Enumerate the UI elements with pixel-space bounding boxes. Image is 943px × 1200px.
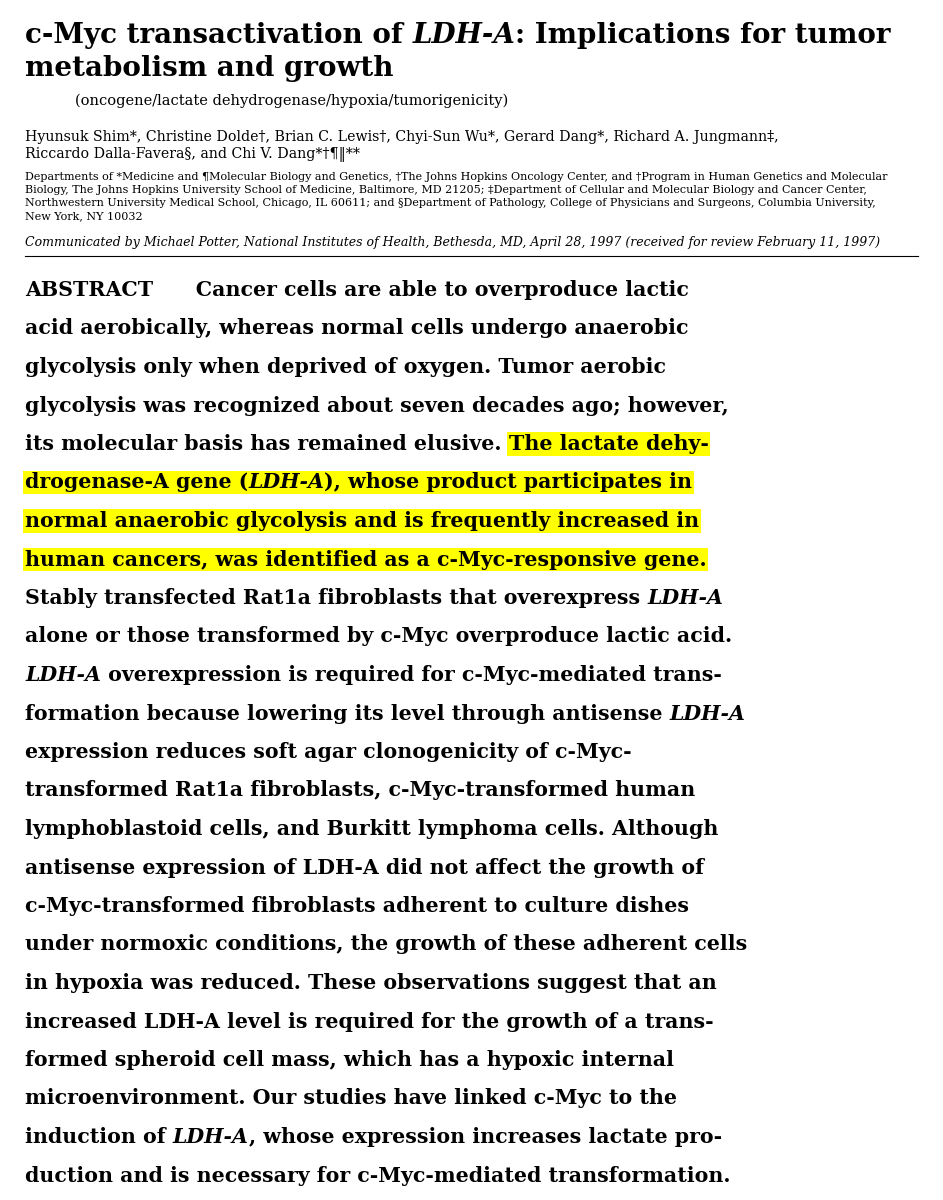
Text: its molecular basis has remained elusive.: its molecular basis has remained elusive…	[25, 434, 508, 454]
Text: Stably transfected Rat1a fibroblasts that overexpress: Stably transfected Rat1a fibroblasts tha…	[25, 588, 647, 608]
Text: ABSTRACT: ABSTRACT	[25, 280, 153, 300]
Text: LDH-A: LDH-A	[173, 1127, 249, 1147]
Text: LDH-A: LDH-A	[647, 588, 723, 608]
Text: glycolysis only when deprived of oxygen. Tumor aerobic: glycolysis only when deprived of oxygen.…	[25, 358, 666, 377]
Text: Northwestern University Medical School, Chicago, IL 60611; and §Department of Pa: Northwestern University Medical School, …	[25, 198, 876, 208]
Text: LDH-A: LDH-A	[248, 473, 324, 492]
Text: increased LDH-A level is required for the growth of a trans-: increased LDH-A level is required for th…	[25, 1012, 714, 1032]
Text: normal anaerobic glycolysis and is frequently increased in: normal anaerobic glycolysis and is frequ…	[25, 511, 699, 530]
Text: : Implications for tumor: : Implications for tumor	[516, 22, 891, 49]
Text: formation because lowering its level through antisense: formation because lowering its level thr…	[25, 703, 670, 724]
Text: acid aerobically, whereas normal cells undergo anaerobic: acid aerobically, whereas normal cells u…	[25, 318, 688, 338]
Text: , whose expression increases lactate pro-: , whose expression increases lactate pro…	[249, 1127, 721, 1147]
Text: Biology, The Johns Hopkins University School of Medicine, Baltimore, MD 21205; ‡: Biology, The Johns Hopkins University Sc…	[25, 185, 867, 194]
Text: New York, NY 10032: New York, NY 10032	[25, 211, 142, 221]
Text: formed spheroid cell mass, which has a hypoxic internal: formed spheroid cell mass, which has a h…	[25, 1050, 674, 1070]
Text: alone or those transformed by c-Myc overproduce lactic acid.: alone or those transformed by c-Myc over…	[25, 626, 732, 647]
Text: in hypoxia was reduced. These observations suggest that an: in hypoxia was reduced. These observatio…	[25, 973, 717, 994]
Text: microenvironment. Our studies have linked c-Myc to the: microenvironment. Our studies have linke…	[25, 1088, 677, 1109]
Text: LDH-A: LDH-A	[670, 703, 746, 724]
Text: expression reduces soft agar clonogenicity of c-Myc-: expression reduces soft agar clonogenici…	[25, 742, 632, 762]
Text: ), whose product participates in: ), whose product participates in	[324, 473, 692, 492]
Text: induction of: induction of	[25, 1127, 173, 1147]
Text: glycolysis was recognized about seven decades ago; however,: glycolysis was recognized about seven de…	[25, 396, 729, 415]
Text: under normoxic conditions, the growth of these adherent cells: under normoxic conditions, the growth of…	[25, 935, 747, 954]
Text: duction and is necessary for c-Myc-mediated transformation.: duction and is necessary for c-Myc-media…	[25, 1165, 731, 1186]
Text: transformed Rat1a fibroblasts, c-Myc-transformed human: transformed Rat1a fibroblasts, c-Myc-tra…	[25, 780, 695, 800]
Text: overexpression is required for c-Myc-mediated trans-: overexpression is required for c-Myc-med…	[101, 665, 721, 685]
Text: Communicated by Michael Potter, National Institutes of Health, Bethesda, MD, Apr: Communicated by Michael Potter, National…	[25, 236, 880, 248]
Text: metabolism and growth: metabolism and growth	[25, 55, 393, 82]
Text: Riccardo Dalla-Favera§, and Chi V. Dang*†¶‖**: Riccardo Dalla-Favera§, and Chi V. Dang*…	[25, 146, 360, 162]
Text: c-Myc transactivation of: c-Myc transactivation of	[25, 22, 412, 49]
Text: LDH-A: LDH-A	[412, 22, 516, 49]
Text: antisense expression of LDH-A did not affect the growth of: antisense expression of LDH-A did not af…	[25, 858, 704, 877]
Text: (oncogene/lactate dehydrogenase/hypoxia/tumorigenicity): (oncogene/lactate dehydrogenase/hypoxia/…	[75, 94, 508, 108]
Text: Departments of *Medicine and ¶Molecular Biology and Genetics, †The Johns Hopkins: Departments of *Medicine and ¶Molecular …	[25, 172, 887, 182]
Text: drogenase-A gene (: drogenase-A gene (	[25, 473, 248, 492]
Text: lymphoblastoid cells, and Burkitt lymphoma cells. Although: lymphoblastoid cells, and Burkitt lympho…	[25, 818, 719, 839]
Text: Hyunsuk Shim*, Christine Dolde†, Brian C. Lewis†, Chyi-Sun Wu*, Gerard Dang*, Ri: Hyunsuk Shim*, Christine Dolde†, Brian C…	[25, 130, 779, 144]
Text: The lactate dehy-: The lactate dehy-	[508, 434, 708, 454]
Text: Cancer cells are able to overproduce lactic: Cancer cells are able to overproduce lac…	[153, 280, 689, 300]
Text: c-Myc-transformed fibroblasts adherent to culture dishes: c-Myc-transformed fibroblasts adherent t…	[25, 896, 689, 916]
Text: LDH-A: LDH-A	[25, 665, 101, 685]
Text: human cancers, was identified as a c-Myc-responsive gene.: human cancers, was identified as a c-Myc…	[25, 550, 706, 570]
